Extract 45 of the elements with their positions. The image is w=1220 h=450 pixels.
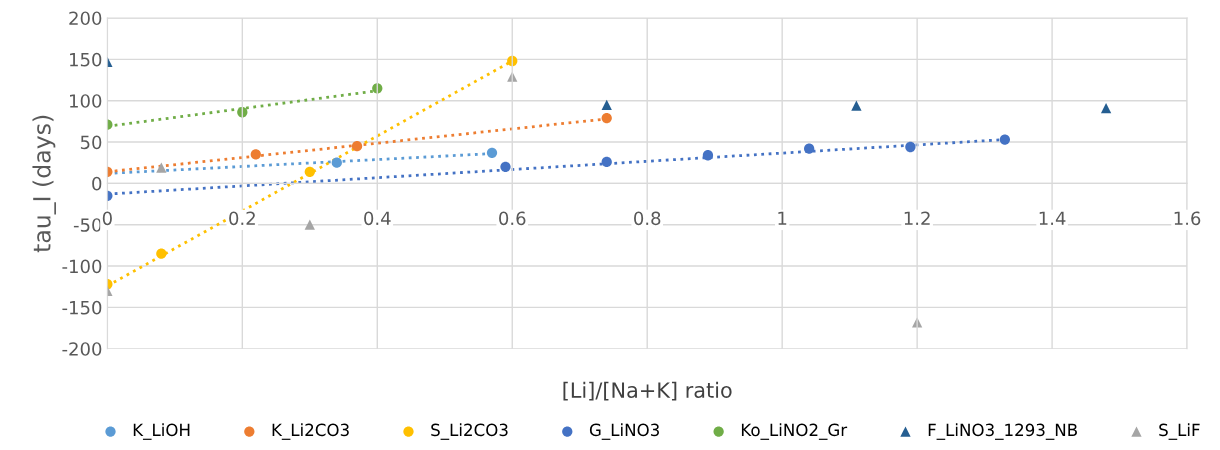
point	[1100, 102, 1112, 114]
point	[999, 134, 1011, 145]
point	[156, 162, 167, 173]
point	[601, 156, 612, 168]
x-tick-label: 1.2	[904, 211, 930, 225]
point	[304, 219, 315, 230]
x-tick-label: 0.4	[364, 211, 391, 226]
x-tick-label: 1	[778, 211, 787, 225]
x-tick-label: 1.4	[1039, 211, 1066, 225]
y-tick-label: 150	[70, 52, 102, 67]
legend-label: S_Li2CO3	[431, 423, 508, 440]
point	[351, 141, 363, 152]
x-tick-label: 1.6	[1174, 211, 1201, 226]
point	[250, 149, 261, 160]
y-tick-label: -150	[62, 300, 102, 315]
y-tick-label: 0	[92, 176, 102, 191]
y-tick-label: -100	[62, 259, 102, 274]
x-tick-label: 0.2	[229, 211, 255, 226]
point	[601, 99, 612, 110]
point	[702, 150, 714, 161]
y-tick-label: -50	[73, 218, 102, 232]
point	[486, 147, 498, 158]
legend-label: Ko_LiNO2_Gr	[741, 423, 848, 440]
x-tick-label: 0	[102, 211, 112, 226]
legend-label: F_LiNO3_1293_NB	[928, 423, 1077, 440]
y-tick-label: 200	[69, 11, 102, 26]
point	[331, 157, 342, 168]
legend-label: S_LiF	[1159, 423, 1200, 440]
legend-label: G_LiNO3	[589, 423, 659, 440]
y-tick-label: -200	[62, 342, 102, 356]
point	[804, 143, 815, 154]
y-tick-label: 100	[70, 94, 102, 108]
x-axis-title: [Li]/[Na+K] ratio	[563, 381, 732, 401]
point	[601, 112, 612, 124]
point	[851, 100, 862, 111]
point	[905, 141, 916, 153]
x-tick-label: 0.8	[634, 211, 661, 226]
legend-label: K_Li2CO3	[272, 423, 349, 440]
point	[500, 161, 511, 172]
y-axis-title: tau_I (days)	[32, 115, 56, 253]
y-tick-label: 50	[80, 135, 102, 150]
point	[156, 248, 167, 259]
x-tick-label: 0.6	[499, 211, 526, 226]
legend-label: K_LiOH	[133, 423, 190, 440]
point	[304, 166, 315, 177]
